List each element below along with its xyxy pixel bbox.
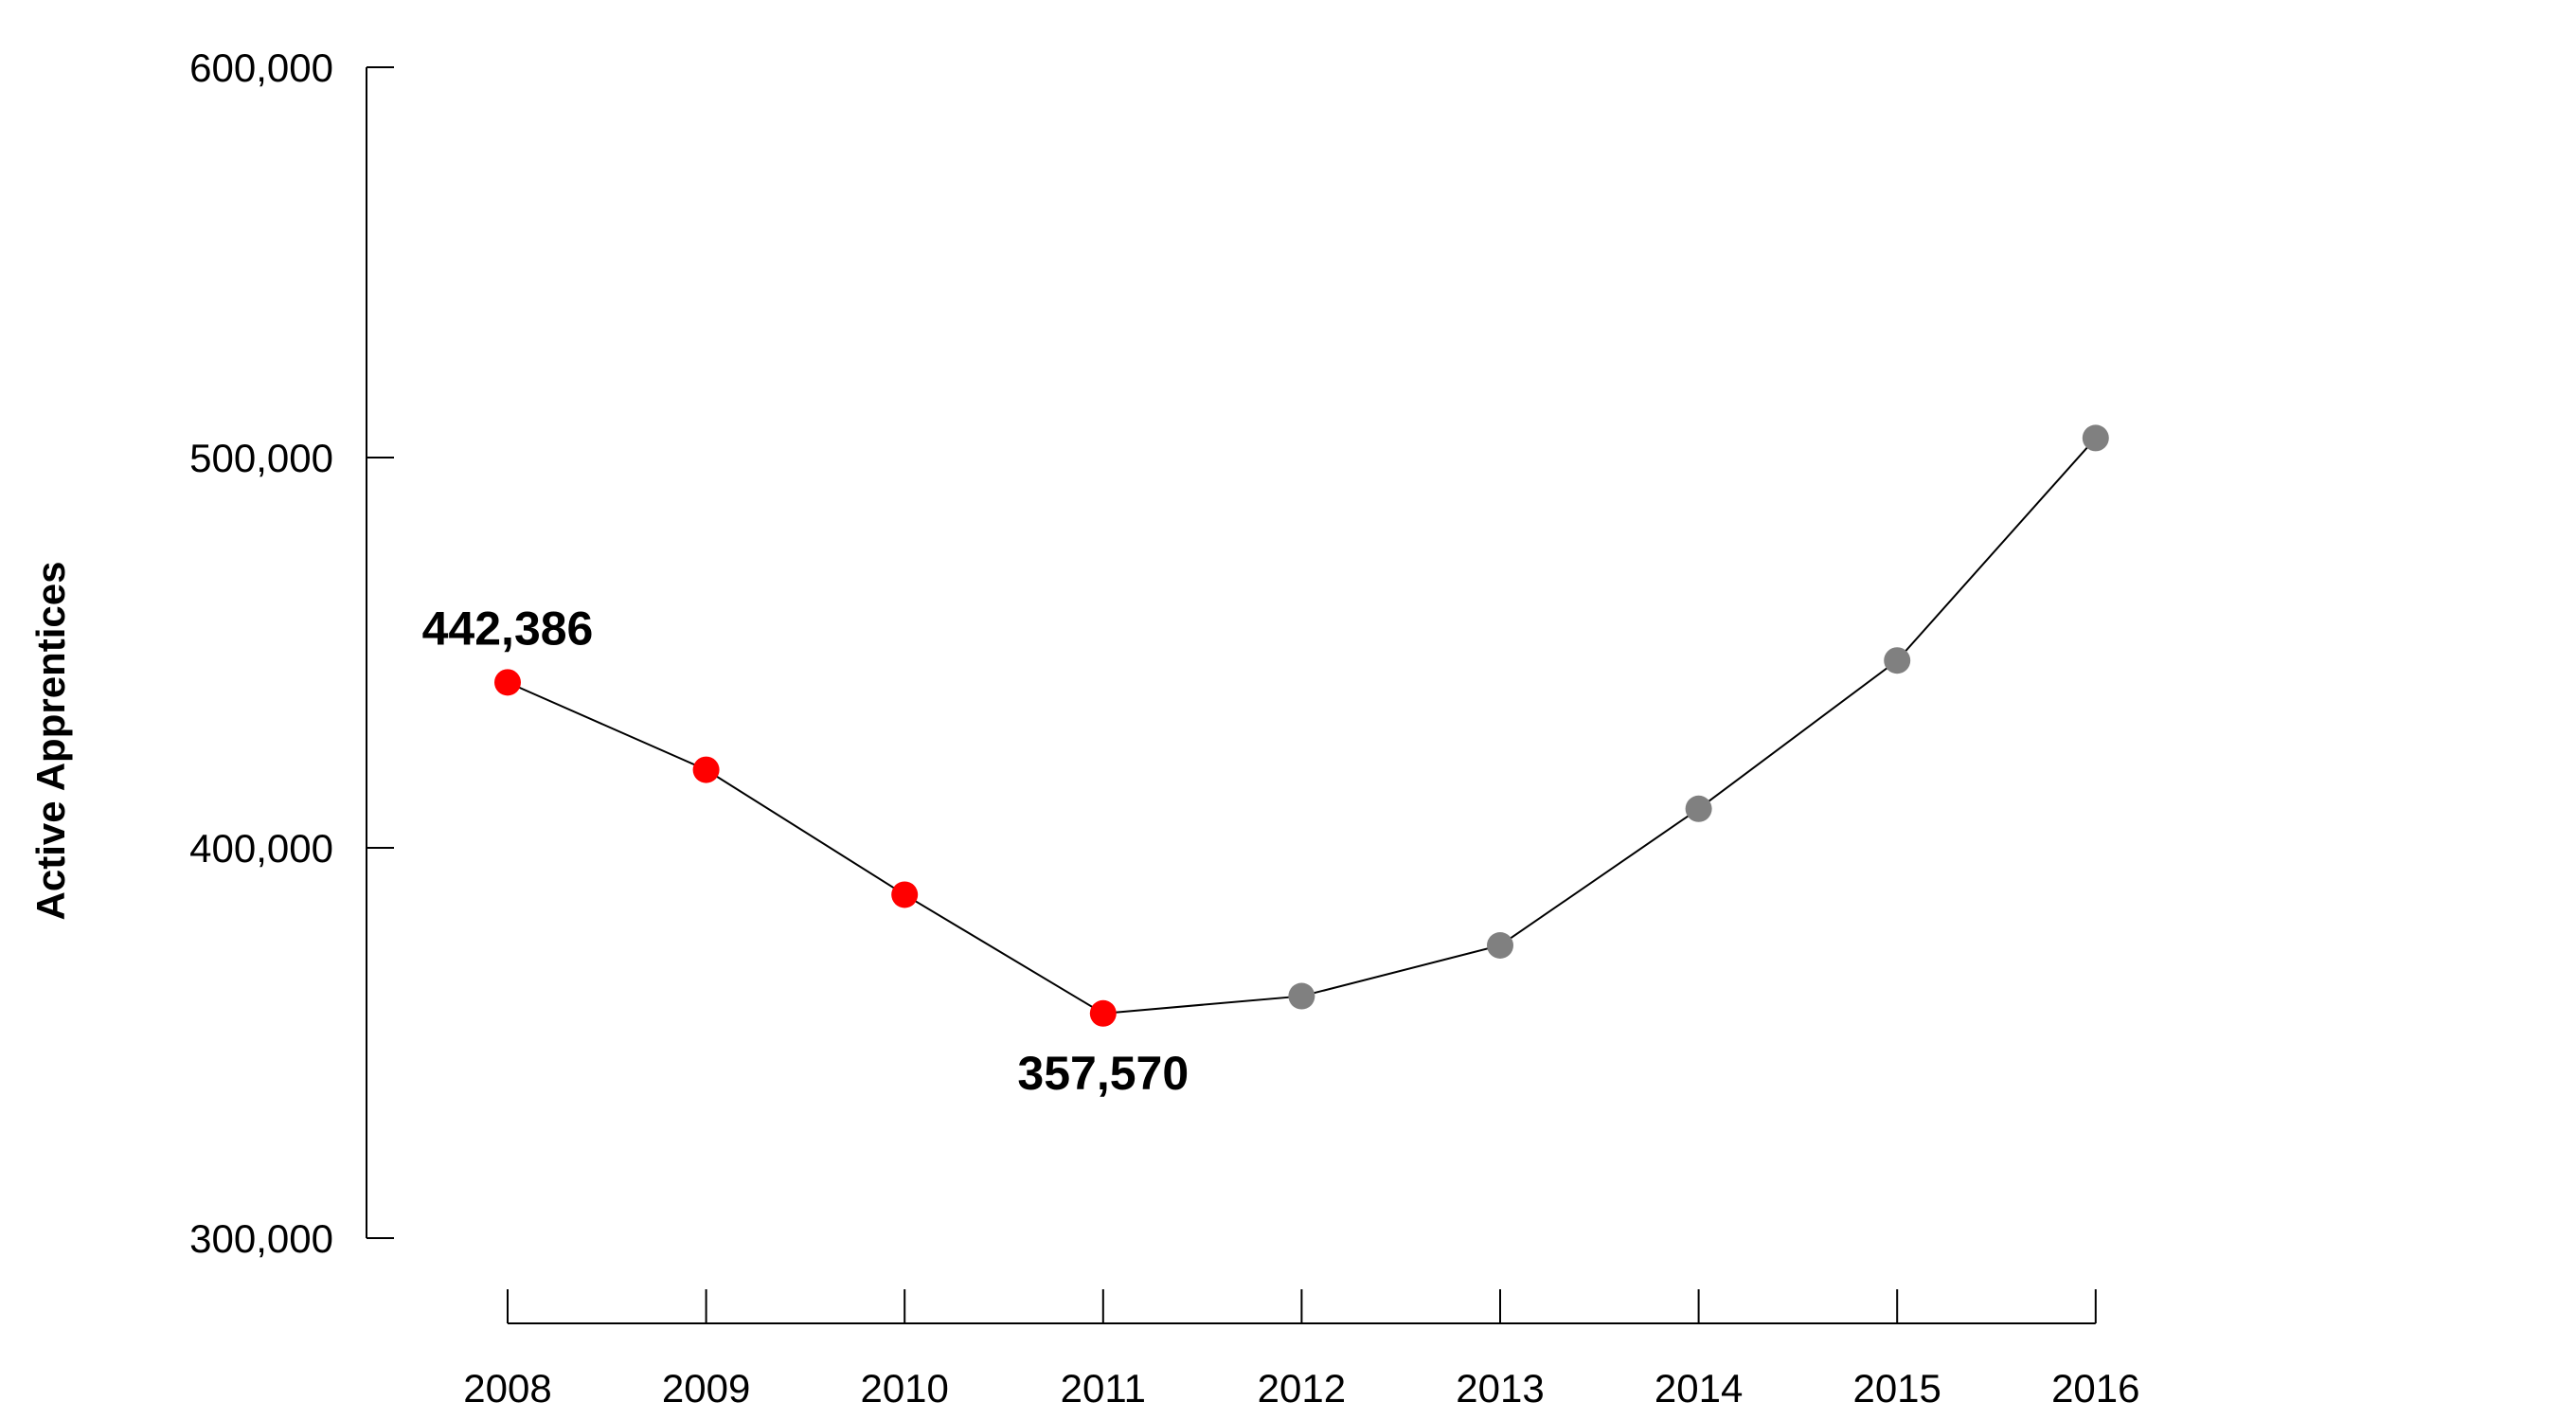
y-tick-label: 500,000 [189,436,333,480]
series-line [507,437,2097,1015]
x-tick-label: 2012 [1258,1366,1346,1411]
x-tick-label: 2009 [662,1366,750,1411]
y-tick-label: 300,000 [189,1216,333,1261]
data-point [1487,932,1513,959]
x-axis: 2008 2009 2010 2011 2012 2013 2014 2015 2016 [463,1289,2140,1411]
annotations: 442,386 357,570 [422,602,1190,1099]
data-point [1288,982,1315,1010]
data-point [692,756,720,783]
x-tick-label: 2013 [1456,1366,1544,1411]
x-tick-label: 2015 [1852,1366,1941,1411]
x-tick-label: 2010 [860,1366,948,1411]
data-label: 442,386 [422,602,594,655]
data-point [494,669,521,696]
data-point [2082,424,2109,452]
x-tick-label: 2016 [2051,1366,2139,1411]
x-tick-label: 2011 [1061,1366,1146,1411]
data-point [891,881,919,908]
x-tick-label: 2008 [463,1366,551,1411]
data-point [1089,999,1117,1027]
series [494,424,2109,1027]
y-axis: 300,000 400,000 500,000 600,000 [189,45,394,1261]
data-label: 357,570 [1017,1047,1189,1100]
y-axis-title: Active Apprentices [28,562,73,921]
x-tick-label: 2014 [1655,1366,1743,1411]
y-tick-label: 400,000 [189,826,333,871]
data-point [1884,647,1911,674]
y-tick-label: 600,000 [189,45,333,90]
data-point [1685,795,1712,822]
